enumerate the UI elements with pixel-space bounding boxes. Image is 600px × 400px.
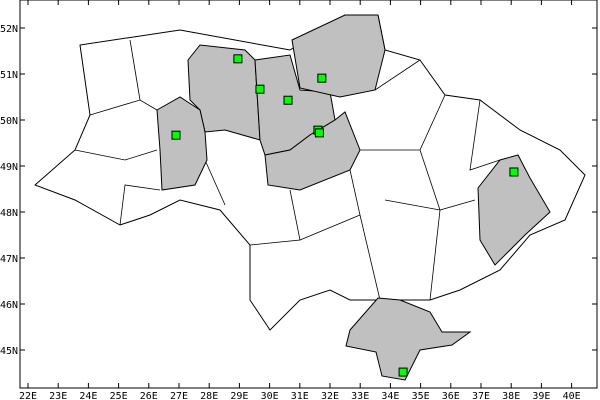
region-borders bbox=[74, 39, 501, 301]
region-crimea bbox=[345, 297, 472, 381]
region-zhytomyr bbox=[187, 44, 261, 141]
x-tick-label: 37E bbox=[472, 391, 490, 400]
x-tick-label: 27E bbox=[170, 391, 188, 400]
x-tick-label: 40E bbox=[563, 391, 581, 400]
y-tick-label: 52N bbox=[0, 24, 18, 35]
x-tick-label: 22E bbox=[19, 391, 37, 400]
x-tick-label: 28E bbox=[200, 391, 218, 400]
y-tick-label: 48N bbox=[0, 208, 18, 219]
location-marker bbox=[509, 167, 519, 177]
region-khmelnytskyi bbox=[156, 96, 208, 191]
x-tick-label: 24E bbox=[79, 391, 97, 400]
location-marker bbox=[314, 128, 324, 138]
location-marker bbox=[283, 95, 293, 105]
y-tick-label: 49N bbox=[0, 162, 18, 173]
x-tick-label: 33E bbox=[351, 391, 369, 400]
region-cherkasy bbox=[264, 111, 361, 191]
x-tick-label: 29E bbox=[230, 391, 248, 400]
location-marker bbox=[398, 367, 408, 377]
x-tick-label: 30E bbox=[261, 391, 279, 400]
x-tick-label: 31E bbox=[291, 391, 309, 400]
x-tick-label: 34E bbox=[381, 391, 399, 400]
x-tick-label: 36E bbox=[442, 391, 460, 400]
x-tick-label: 26E bbox=[140, 391, 158, 400]
x-tick-label: 32E bbox=[321, 391, 339, 400]
x-tick-label: 23E bbox=[49, 391, 67, 400]
region-chernihiv bbox=[291, 14, 386, 98]
markers bbox=[171, 54, 519, 377]
x-tick-label: 35E bbox=[412, 391, 430, 400]
y-tick-label: 45N bbox=[0, 346, 18, 357]
location-marker bbox=[171, 130, 181, 140]
x-tick-label: 38E bbox=[502, 391, 520, 400]
location-marker bbox=[255, 84, 265, 94]
y-tick-label: 51N bbox=[0, 70, 18, 81]
y-tick-label: 50N bbox=[0, 116, 18, 127]
x-tick-label: 25E bbox=[110, 391, 128, 400]
y-tick-label: 46N bbox=[0, 300, 18, 311]
x-tick-label: 39E bbox=[532, 391, 550, 400]
y-tick-label: 47N bbox=[0, 254, 18, 265]
region-donetsk bbox=[477, 154, 551, 266]
location-marker bbox=[317, 73, 327, 83]
location-marker bbox=[233, 54, 243, 64]
